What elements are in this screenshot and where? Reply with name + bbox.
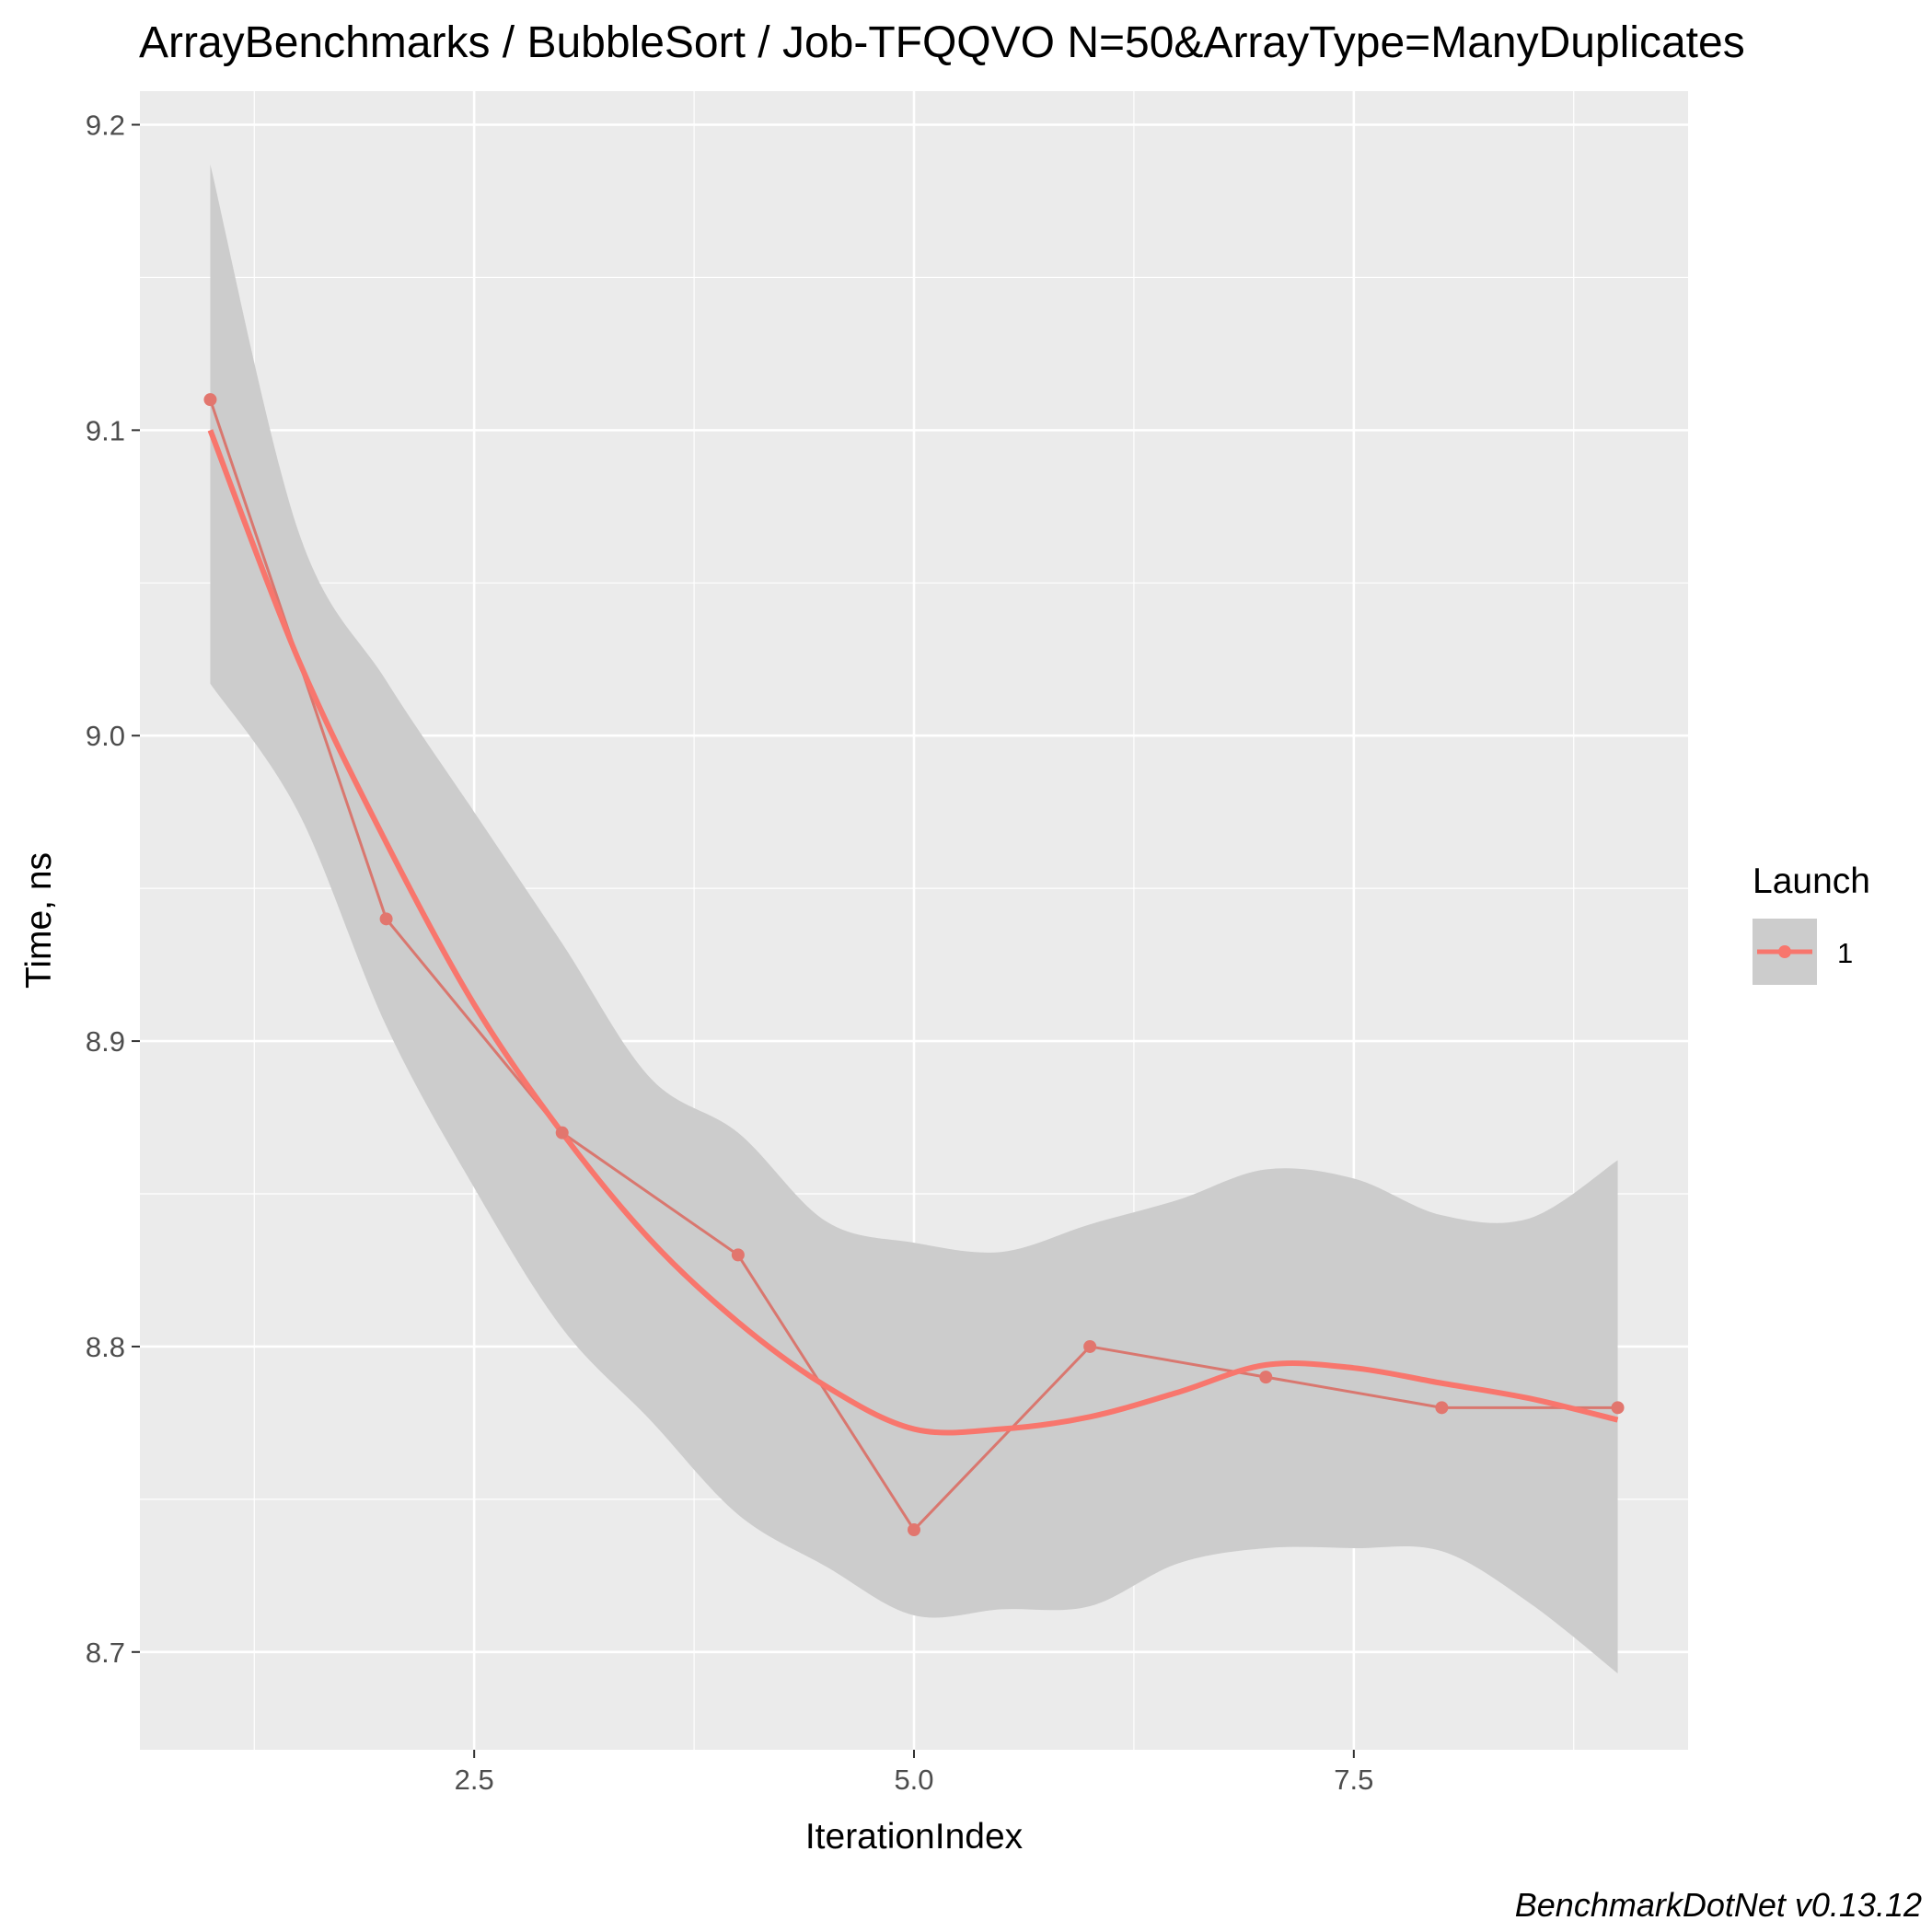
- legend-key-point: [1778, 945, 1791, 958]
- chart-title: ArrayBenchmarks / BubbleSort / Job-TFQQV…: [139, 18, 1745, 67]
- x-tick-label: 2.5: [455, 1764, 494, 1796]
- y-tick-label: 8.7: [86, 1637, 125, 1669]
- confidence-band: [210, 164, 1618, 1674]
- data-points: [203, 393, 1625, 1537]
- data-point: [555, 1126, 569, 1140]
- y-axis: 8.7 8.8 8.9 9.0 9.1 9.2: [86, 110, 140, 1669]
- data-point: [908, 1523, 920, 1537]
- y-tick-label: 9.0: [86, 720, 125, 752]
- x-tick-label: 7.5: [1334, 1764, 1373, 1796]
- data-point: [1611, 1401, 1625, 1415]
- data-point: [1083, 1339, 1097, 1353]
- chart-caption: BenchmarkDotNet v0.13.12: [1515, 1886, 1922, 1924]
- x-axis-title: IterationIndex: [805, 1817, 1024, 1857]
- legend-label: 1: [1837, 937, 1853, 969]
- legend: Launch 1: [1753, 862, 1870, 985]
- y-tick-label: 8.9: [86, 1025, 125, 1058]
- data-point: [1259, 1371, 1273, 1384]
- y-axis-title: Time, ns: [19, 852, 59, 989]
- x-axis: 2.5 5.0 7.5: [455, 1750, 1373, 1796]
- data-point: [731, 1248, 745, 1262]
- legend-title: Launch: [1753, 862, 1870, 901]
- y-tick-label: 9.2: [86, 110, 125, 142]
- y-tick-label: 9.1: [86, 414, 125, 446]
- y-tick-label: 8.8: [86, 1331, 125, 1363]
- x-tick-label: 5.0: [894, 1764, 933, 1796]
- smooth-line: [207, 429, 1619, 1436]
- data-point: [1435, 1401, 1449, 1415]
- data-point: [379, 912, 393, 926]
- data-point: [203, 393, 217, 407]
